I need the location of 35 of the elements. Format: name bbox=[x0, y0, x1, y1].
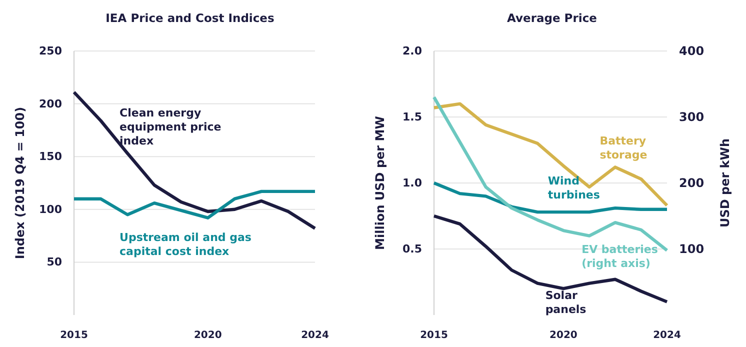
x-tick-label: 2015 bbox=[60, 330, 88, 342]
y-tick-label: 150 bbox=[39, 150, 62, 164]
series-label: Upstream oil and gas capital cost index bbox=[120, 231, 252, 258]
line-series bbox=[432, 214, 669, 304]
x-tick-label: 2024 bbox=[301, 330, 329, 342]
x-tick-label: 2020 bbox=[194, 330, 222, 342]
y-tick-label: 200 bbox=[39, 97, 62, 110]
chart-title: Average Price bbox=[507, 11, 598, 25]
y-tick-label: 50 bbox=[46, 256, 62, 269]
y-axis-title: Index (2019 Q4 = 100) bbox=[13, 106, 27, 260]
y2-tick-label: 100 bbox=[679, 242, 704, 256]
series-label: EV batteries (right axis) bbox=[582, 242, 658, 270]
y-tick-label: 2.0 bbox=[402, 44, 422, 58]
y-tick-label: 100 bbox=[39, 202, 62, 216]
chart-title: IEA Price and Cost Indices bbox=[106, 11, 274, 25]
y-tick-label: 1.0 bbox=[402, 176, 422, 190]
y-axis-title: Million USD per MW bbox=[373, 116, 387, 250]
line-series bbox=[72, 190, 317, 220]
x-tick-label: 2024 bbox=[653, 330, 681, 342]
line-series bbox=[432, 102, 669, 208]
y-tick-label: 1.5 bbox=[402, 110, 422, 124]
y-tick-label: 0.5 bbox=[402, 242, 422, 256]
y2-axis-title: USD per kWh bbox=[718, 138, 732, 228]
series-label: Solar panels bbox=[545, 289, 587, 316]
series-label: Clean energy equipment price index bbox=[120, 106, 222, 148]
y-tick-label: 250 bbox=[39, 44, 62, 58]
y2-tick-label: 400 bbox=[679, 44, 704, 58]
series-label: Battery storage bbox=[600, 134, 648, 162]
line-series bbox=[72, 90, 317, 230]
x-tick-label: 2020 bbox=[550, 330, 578, 342]
x-tick-label: 2015 bbox=[420, 330, 448, 342]
series-label: Wind turbines bbox=[548, 174, 600, 202]
line-series bbox=[432, 96, 669, 252]
y2-tick-label: 300 bbox=[679, 110, 704, 124]
y2-tick-label: 200 bbox=[679, 176, 704, 190]
